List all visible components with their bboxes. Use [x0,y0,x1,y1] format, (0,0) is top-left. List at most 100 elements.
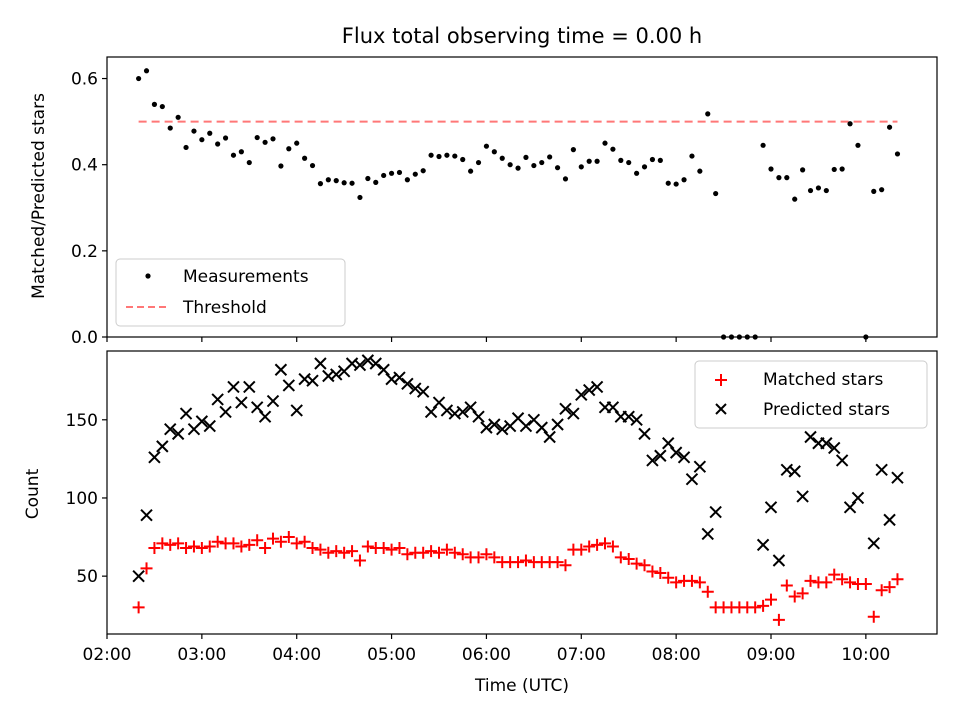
measurement-point [800,167,806,173]
matched-stars-point [243,538,256,551]
measurement-point [302,155,308,161]
matched-stars-point [828,568,841,581]
matched-stars-point [227,537,240,550]
matched-stars-point [377,542,390,555]
predicted-stars-point [519,419,533,433]
predicted-stars-point [480,421,493,434]
measurement-point [894,151,901,157]
measurement-point [578,164,584,170]
matched-stars-point [670,576,683,589]
matched-stars-point [156,537,169,550]
measurement-point [468,168,474,174]
predicted-stars-point [796,490,809,503]
matched-stars-point [148,542,161,555]
predicted-stars-point [646,454,659,467]
bottom-x-tick-label: 10:00 [841,645,890,665]
predicted-stars-point [203,419,216,433]
bottom-plot-area [132,354,904,626]
predicted-stars-point [377,363,390,376]
predicted-stars-point [804,430,817,444]
bottom-ticks: 50 100 150 02:00 03:00 04:00 05:00 06:00 07:00 08… [66,411,891,665]
measurement-point [634,170,640,176]
predicted-stars-point [361,354,375,367]
matched-stars-point [211,535,224,548]
matched-stars-point [203,540,216,553]
matched-stars-point [456,548,469,561]
measurement-point [626,159,632,166]
matched-stars-point [330,545,343,558]
measurement-point [151,101,158,107]
bottom-x-tick-label: 05:00 [367,645,416,665]
measurement-point [515,165,521,171]
predicted-stars-legend-marker [715,403,727,415]
matched-stars-point [448,546,461,559]
measurement-point [792,196,798,202]
measurement-point [444,152,450,158]
predicted-stars-point [764,501,778,514]
measurement-point [309,162,316,169]
matched-stars-point [267,532,279,545]
matched-stars-point [251,534,264,547]
predicted-stars-legend-label: Predicted stars [763,400,890,420]
predicted-stars-point [756,538,770,552]
matched-stars-point [662,571,675,584]
matched-stars-point [583,540,596,553]
matched-stars-point [274,535,287,548]
measurement-point [847,121,853,127]
measurement-point [673,181,679,187]
predicted-stars-point [250,401,264,414]
matched-stars-point [472,551,485,564]
matched-stars-point [306,542,319,555]
predicted-stars-point [195,415,209,428]
top-y-tick-label: 0.2 [71,242,98,262]
matched-stars-point [338,546,351,559]
predicted-stars-point [488,418,501,431]
matched-stars-legend-marker [715,374,727,386]
measurement-point [586,158,592,164]
measurement-point [341,180,347,186]
measurement-point [475,159,482,166]
predicted-stars-point [456,405,469,419]
measurement-point [404,177,410,183]
measurement-point [246,159,252,166]
bottom-y-tick-label: 100 [66,489,98,509]
measurement-point [507,162,513,168]
matched-stars-point [622,552,635,565]
predicted-stars-point [235,396,248,409]
measurement-point [373,179,379,185]
measurement-point [286,146,292,152]
measurement-point [823,187,829,194]
bottom-x-tick-label: 03:00 [177,645,226,665]
predicted-stars-point [164,422,177,436]
predicted-stars-point [330,368,343,381]
measurement-point [483,143,490,149]
bottom-plot-frame [106,350,938,635]
measurement-point [768,166,774,172]
matched-stars-point [836,573,849,586]
matched-stars-point [235,540,248,553]
measurement-point [388,170,395,176]
matched-stars-point [559,559,572,572]
measurement-point [689,153,695,159]
predicted-stars-point [582,383,596,397]
predicted-stars-point [369,357,382,370]
predicted-stars-point [440,404,454,417]
measurement-point [230,152,237,158]
top-y-tick-label: 0.0 [71,328,98,348]
measurement-point [452,153,458,159]
measurement-point [349,180,355,186]
matched-stars-point [519,554,532,567]
matched-stars-point [187,540,200,553]
measurement-point [238,149,244,155]
measurement-point [175,114,181,120]
measurement-point [554,165,561,171]
measurement-point [499,155,505,161]
measurement-point [649,156,656,163]
predicted-stars-point [654,449,667,462]
predicted-stars-point [606,401,620,414]
bottom-x-tick-label: 02:00 [83,645,132,665]
predicted-stars-point [828,441,841,455]
matched-stars-point [401,548,414,561]
matched-stars-point [606,540,619,553]
measurement-point [815,185,822,191]
